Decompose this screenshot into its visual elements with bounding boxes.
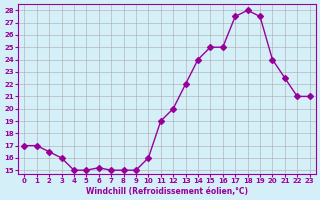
X-axis label: Windchill (Refroidissement éolien,°C): Windchill (Refroidissement éolien,°C) xyxy=(86,187,248,196)
